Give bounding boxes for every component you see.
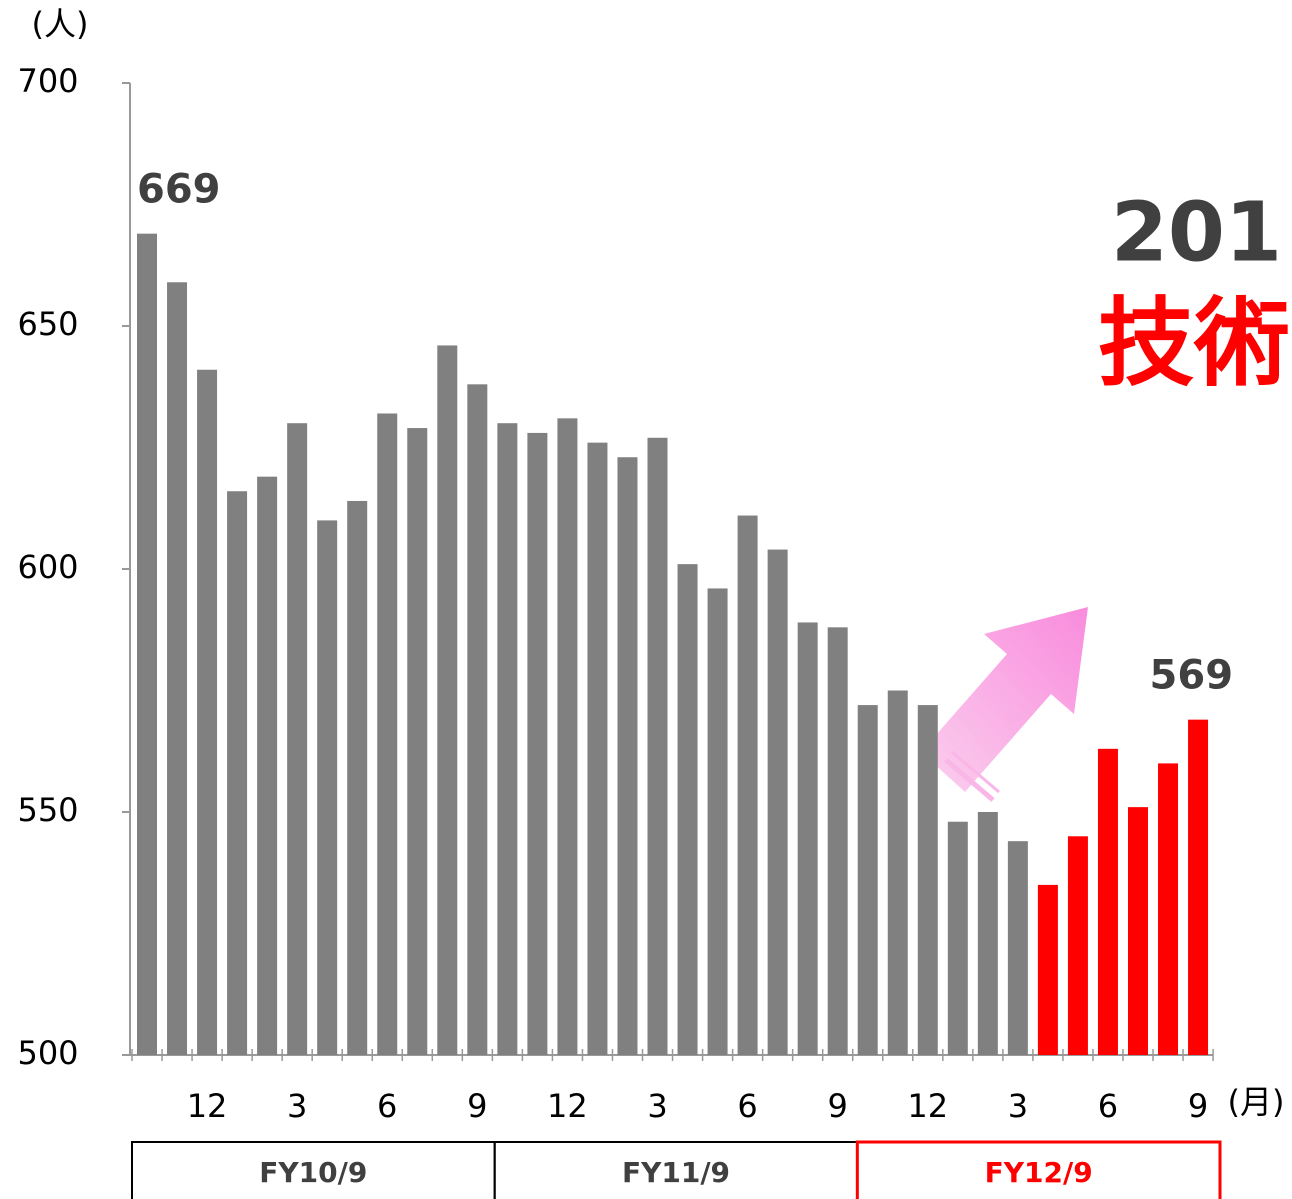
bar	[377, 413, 398, 1056]
bar	[437, 345, 458, 1055]
bar	[497, 423, 518, 1055]
bar	[767, 549, 788, 1055]
bar	[257, 476, 278, 1055]
y-tick-label: 600	[17, 548, 78, 586]
group-label: FY11/9	[622, 1156, 730, 1189]
bar	[587, 442, 608, 1055]
bar	[977, 812, 998, 1055]
x-tick-label: 9	[1188, 1087, 1208, 1125]
bar	[197, 369, 218, 1055]
bar	[407, 428, 428, 1055]
trend-arrow	[921, 607, 1088, 802]
x-tick-label: 12	[907, 1087, 948, 1125]
x-tick-label: 9	[828, 1087, 848, 1125]
group-label: FY10/9	[259, 1156, 367, 1189]
group-box	[855, 1140, 1222, 1199]
bar	[1067, 836, 1088, 1055]
bar	[1188, 719, 1209, 1055]
y-unit-label: (人)	[32, 5, 89, 43]
bar	[1037, 884, 1058, 1055]
bar	[827, 627, 848, 1055]
bar	[167, 282, 188, 1055]
bar	[1007, 841, 1028, 1055]
x-tick-label: 9	[467, 1087, 487, 1125]
bar	[797, 622, 818, 1055]
bar	[137, 233, 157, 1055]
x-tick-label: 6	[377, 1087, 397, 1125]
bar	[287, 423, 308, 1055]
x-tick-label: 12	[187, 1087, 228, 1125]
bar	[707, 588, 728, 1055]
y-tick-label: 500	[17, 1034, 78, 1072]
y-tick-label: 650	[17, 305, 78, 343]
x-unit-label: (月)	[1228, 1083, 1285, 1121]
data-label: 669	[137, 167, 221, 213]
x-tick-label: 6	[737, 1087, 757, 1125]
bar	[227, 491, 248, 1055]
bar	[887, 690, 908, 1055]
x-tick-label: 6	[1098, 1087, 1118, 1125]
bar	[527, 432, 548, 1055]
y-tick-label: 550	[17, 791, 78, 829]
bar	[1097, 748, 1118, 1055]
bar	[1127, 807, 1148, 1055]
bar	[647, 437, 668, 1055]
x-tick-label: 3	[287, 1087, 307, 1125]
bar	[347, 500, 368, 1056]
annotation-number: 201	[1111, 185, 1282, 280]
bar	[617, 457, 638, 1056]
y-tick-label: 700	[17, 62, 78, 100]
group-label: FY12/9	[985, 1156, 1093, 1189]
bar	[737, 515, 758, 1055]
bar	[557, 418, 578, 1056]
x-tick-label: 12	[547, 1087, 588, 1125]
data-label: 569	[1150, 653, 1234, 699]
bar	[467, 384, 488, 1055]
bar	[1158, 763, 1179, 1055]
bar	[917, 705, 938, 1055]
bar	[677, 564, 698, 1055]
annotation-title: 技術	[1098, 287, 1290, 399]
x-tick-label: 3	[647, 1087, 667, 1125]
bar	[947, 821, 968, 1055]
bar	[317, 520, 338, 1055]
bar	[857, 705, 878, 1055]
x-tick-label: 3	[1008, 1087, 1028, 1125]
